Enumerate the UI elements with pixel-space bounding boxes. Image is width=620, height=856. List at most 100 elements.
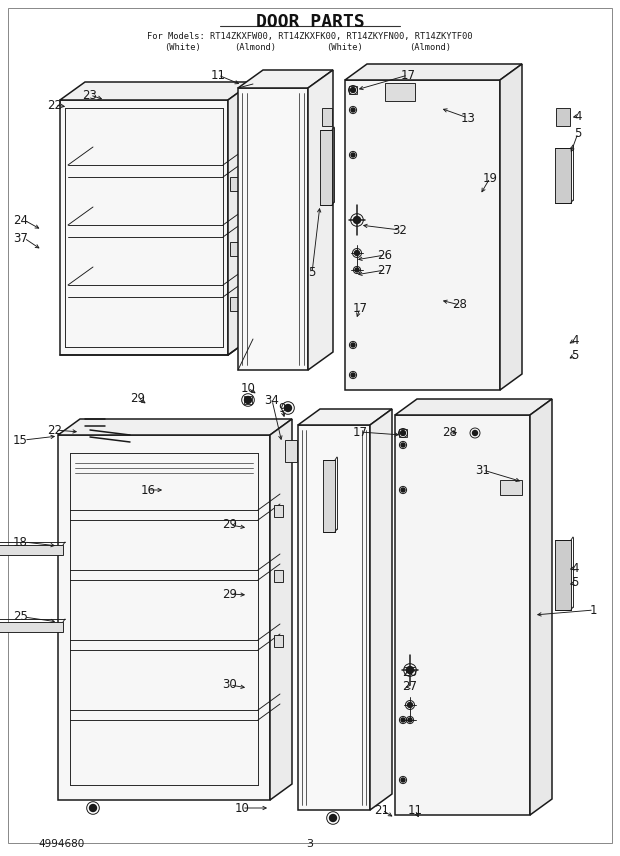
Text: 10: 10 (241, 382, 255, 395)
Text: 37: 37 (13, 231, 28, 245)
Bar (230, 242, 238, 256)
Text: 29: 29 (223, 519, 237, 532)
Text: 10: 10 (234, 801, 249, 815)
Text: 21: 21 (374, 804, 389, 817)
Bar (274, 505, 283, 517)
Polygon shape (60, 100, 228, 355)
Polygon shape (530, 399, 552, 815)
Text: 27: 27 (378, 264, 392, 276)
Bar (555, 148, 571, 203)
Circle shape (401, 718, 405, 722)
Text: 4: 4 (571, 562, 578, 574)
Polygon shape (345, 64, 522, 80)
Text: 30: 30 (223, 679, 237, 692)
Circle shape (401, 443, 405, 447)
Bar (230, 297, 238, 311)
Text: 11: 11 (211, 68, 226, 81)
Polygon shape (60, 82, 253, 100)
Circle shape (407, 703, 412, 708)
Text: 16: 16 (141, 484, 156, 496)
Text: 19: 19 (482, 171, 497, 185)
Text: 9: 9 (278, 401, 286, 414)
Circle shape (401, 778, 405, 782)
Polygon shape (0, 622, 63, 632)
Polygon shape (238, 88, 308, 370)
Text: DOOR PARTS: DOOR PARTS (255, 13, 365, 31)
Text: 24: 24 (13, 213, 28, 227)
Text: 28: 28 (443, 425, 458, 438)
Text: 22: 22 (48, 98, 63, 111)
Bar (274, 635, 283, 647)
Text: 5: 5 (574, 127, 582, 140)
Text: 26: 26 (378, 248, 392, 261)
Text: 17: 17 (353, 301, 368, 314)
Text: 5: 5 (308, 266, 316, 280)
Text: 17: 17 (401, 68, 415, 81)
Text: 26: 26 (402, 665, 417, 679)
Text: 32: 32 (392, 223, 407, 236)
Circle shape (351, 343, 355, 347)
Circle shape (89, 805, 97, 811)
Text: (Almond): (Almond) (409, 43, 451, 51)
Bar (323, 460, 335, 532)
Circle shape (351, 373, 355, 377)
Circle shape (351, 153, 355, 157)
Circle shape (401, 488, 405, 492)
Polygon shape (238, 70, 333, 88)
Circle shape (407, 667, 414, 674)
Bar (244, 396, 252, 404)
Polygon shape (298, 409, 392, 425)
Polygon shape (58, 435, 270, 800)
Text: For Models: RT14ZKXFW00, RT14ZKXFK00, RT14ZKYFN00, RT14ZKYTF00: For Models: RT14ZKXFW00, RT14ZKXFK00, RT… (148, 32, 472, 40)
Text: 17: 17 (353, 425, 368, 438)
Circle shape (244, 396, 252, 403)
Circle shape (285, 405, 291, 412)
Circle shape (408, 718, 412, 722)
Text: 34: 34 (265, 394, 280, 407)
Circle shape (350, 87, 355, 92)
Bar (230, 177, 238, 191)
Bar (555, 540, 571, 610)
Text: (Almond): (Almond) (234, 43, 276, 51)
Bar (322, 108, 332, 126)
Polygon shape (270, 419, 292, 800)
Text: 23: 23 (82, 88, 97, 102)
Text: 18: 18 (13, 536, 28, 549)
Polygon shape (308, 70, 333, 370)
Text: 4: 4 (571, 334, 578, 347)
Text: 25: 25 (13, 610, 28, 623)
Text: 5: 5 (571, 348, 578, 361)
Circle shape (353, 217, 360, 223)
Text: 1: 1 (590, 603, 598, 616)
Polygon shape (395, 399, 552, 415)
Circle shape (329, 815, 337, 822)
Bar (349, 86, 357, 94)
Bar (274, 570, 283, 582)
Bar (285, 440, 297, 462)
Text: 28: 28 (453, 299, 467, 312)
Text: 15: 15 (13, 433, 28, 447)
Bar (385, 83, 415, 101)
Text: (White): (White) (165, 43, 202, 51)
Text: 5: 5 (571, 576, 578, 590)
Polygon shape (0, 545, 63, 555)
Circle shape (472, 431, 477, 436)
Text: 27: 27 (402, 681, 417, 693)
Circle shape (401, 431, 405, 436)
Polygon shape (500, 64, 522, 390)
Circle shape (355, 251, 360, 255)
Polygon shape (395, 415, 530, 815)
Circle shape (351, 108, 355, 112)
Text: 13: 13 (461, 111, 476, 124)
Text: 29: 29 (130, 391, 146, 405)
Polygon shape (58, 419, 292, 435)
Text: 4994680: 4994680 (38, 839, 84, 849)
Text: 4: 4 (574, 110, 582, 122)
Polygon shape (345, 80, 500, 390)
Circle shape (355, 268, 359, 272)
Text: 3: 3 (306, 839, 314, 849)
Text: 29: 29 (223, 587, 237, 601)
Text: (White): (White) (327, 43, 363, 51)
Bar (500, 480, 522, 495)
Bar (399, 429, 407, 437)
